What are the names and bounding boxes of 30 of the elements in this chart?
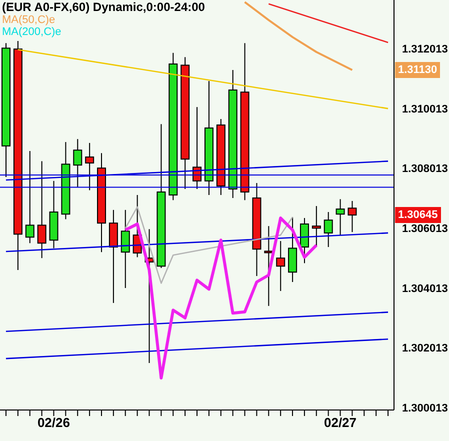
candlestick	[108, 209, 118, 304]
x-tick-label: 02/27	[324, 415, 357, 430]
candlestick	[348, 200, 357, 233]
text: 1.30645	[395, 207, 441, 224]
y-tick-label: 1.310013	[402, 103, 448, 116]
y-tick-label: 1.308013	[402, 163, 448, 176]
candlestick	[276, 240, 286, 292]
candlestick	[120, 209, 130, 288]
line-series	[244, 1, 354, 71]
y-tick-label: 1.306013	[402, 222, 448, 235]
candlestick	[336, 198, 345, 236]
candlestick	[312, 206, 321, 248]
candlestick	[37, 160, 46, 259]
candlestick	[324, 212, 333, 248]
y-tick-label: 1.300013	[402, 402, 448, 414]
y-tick-label: 1.302013	[402, 342, 448, 355]
candlestick	[25, 150, 34, 244]
y-tick-label: 1.312013	[402, 44, 448, 56]
y-tick-label: 1.304013	[402, 282, 448, 295]
candlestick	[85, 142, 94, 191]
candlestick	[73, 138, 82, 188]
chart-title: (EUR A0-FX,60) Dynamic,0:00-24:00	[2, 0, 205, 14]
x-tick-label: 02/26	[37, 415, 70, 430]
text: MA(50,C)e	[2, 14, 56, 26]
candlestick	[264, 226, 274, 306]
candlestick	[288, 216, 298, 283]
line-series	[124, 206, 294, 284]
text: 1.31130	[395, 62, 440, 78]
candlestick	[300, 218, 309, 264]
legend-label: MA(200,C)e	[2, 26, 62, 38]
